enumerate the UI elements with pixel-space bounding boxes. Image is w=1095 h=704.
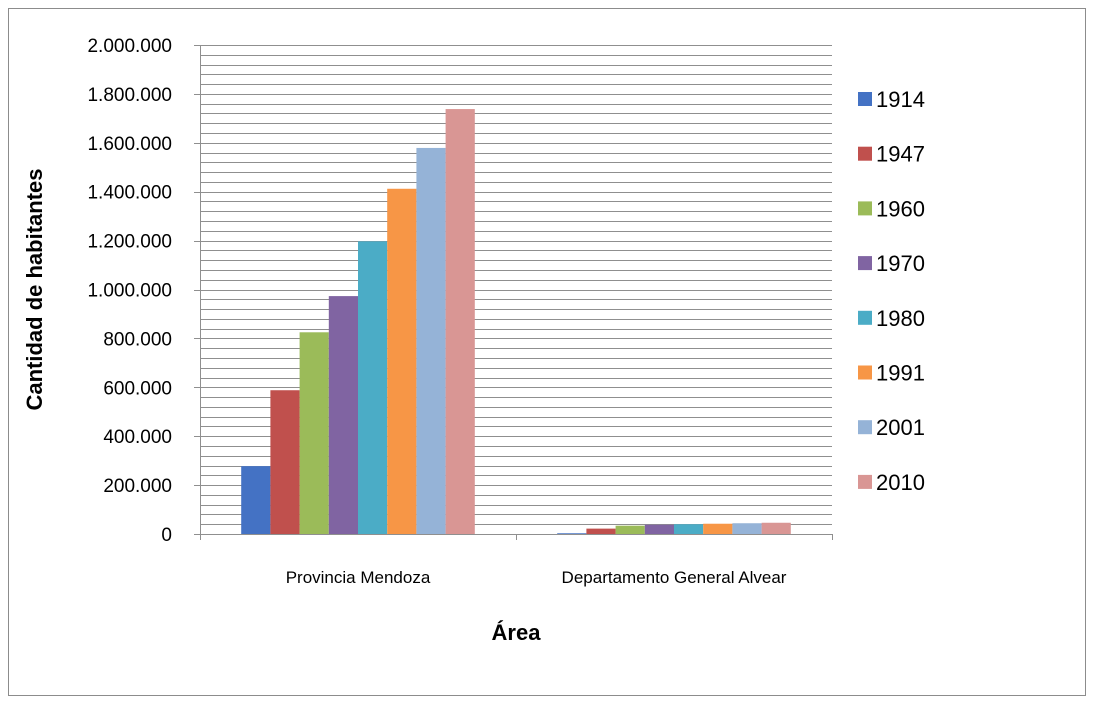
- bar-series: [241, 109, 791, 534]
- bar-1960-0: [299, 332, 329, 534]
- bar-2001-0: [416, 147, 446, 534]
- y-tick-label: 2.000.000: [87, 36, 172, 57]
- legend-swatch-1970: [858, 256, 872, 271]
- y-tick-label: 1.400.000: [87, 183, 172, 204]
- y-axis-title: Cantidad de habitantes: [22, 168, 47, 410]
- x-axis-category-labels: Provincia Mendoza Departamento General Al…: [286, 568, 787, 587]
- y-tick-label: 1.800.000: [87, 85, 172, 106]
- bar-1991-1: [703, 523, 733, 534]
- y-tick-label: 800.000: [103, 329, 172, 350]
- bar-2010-1: [761, 522, 791, 534]
- y-tick-label: 200.000: [103, 476, 172, 497]
- legend-label-1991: 1991: [876, 361, 925, 386]
- legend-swatch-1947: [858, 146, 872, 161]
- y-axis-tick-labels: 0 200.000 400.000 600.000 800.000 1.000.000 1.…: [87, 36, 172, 546]
- x-axis-title: Área: [492, 620, 542, 645]
- y-tick-label: 400.000: [103, 427, 172, 448]
- legend-label-1947: 1947: [876, 142, 925, 167]
- y-tick-label: 1.200.000: [87, 232, 172, 253]
- x-category-label: Provincia Mendoza: [286, 568, 431, 587]
- y-tick-label: 1.000.000: [87, 281, 172, 302]
- legend: 1914 1947 1960 1970 1980 1991 2001 2010: [858, 87, 925, 495]
- legend-label-2010: 2010: [876, 470, 925, 495]
- bar-1970-1: [644, 524, 674, 534]
- legend-label-2001: 2001: [876, 415, 925, 440]
- bar-1991-0: [387, 188, 417, 534]
- bar-2001-1: [732, 523, 762, 534]
- axes: [194, 45, 833, 540]
- x-category-label: Departamento General Alvear: [562, 568, 787, 587]
- legend-label-1960: 1960: [876, 196, 925, 221]
- chart-frame: [8, 8, 1086, 696]
- bar-1947-0: [270, 390, 300, 534]
- legend-label-1914: 1914: [876, 87, 925, 112]
- legend-swatch-1980: [858, 310, 872, 325]
- bar-1980-0: [358, 241, 388, 534]
- y-tick-label: 1.600.000: [87, 134, 172, 155]
- bar-2010-0: [445, 109, 475, 534]
- bar-1914-0: [241, 466, 271, 534]
- legend-label-1970: 1970: [876, 251, 925, 276]
- bar-1960-1: [615, 525, 645, 534]
- legend-swatch-1991: [858, 365, 872, 380]
- legend-swatch-1960: [858, 201, 872, 216]
- bar-1970-0: [328, 296, 358, 534]
- legend-swatch-2001: [858, 420, 872, 435]
- y-tick-label: 600.000: [103, 378, 172, 399]
- legend-swatch-2010: [858, 474, 872, 489]
- bar-1980-1: [674, 524, 704, 534]
- y-tick-label: 0: [161, 525, 172, 546]
- bar-1914-1: [557, 533, 587, 534]
- bar-1947-1: [586, 528, 616, 534]
- legend-swatch-1914: [858, 92, 872, 106]
- legend-label-1980: 1980: [876, 306, 925, 331]
